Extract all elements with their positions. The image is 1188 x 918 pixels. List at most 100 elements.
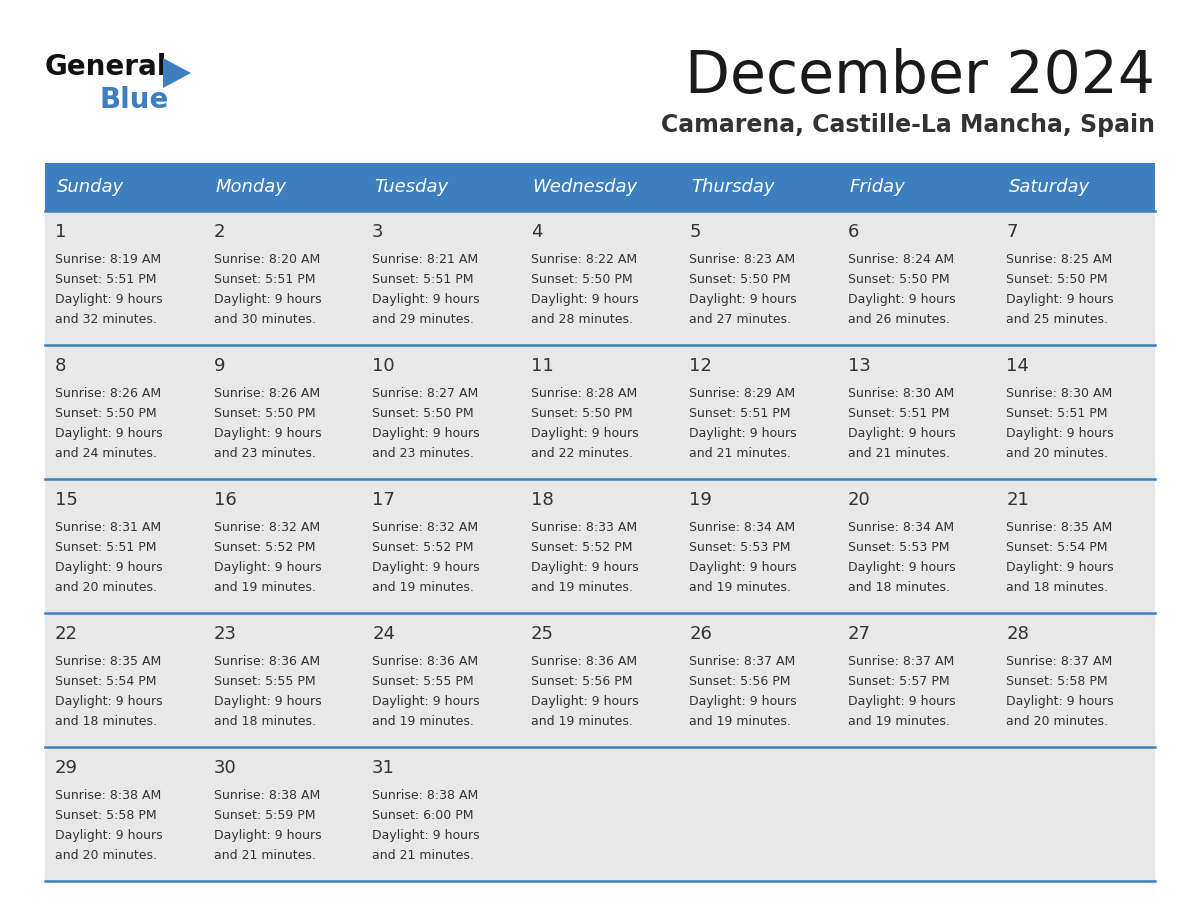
Text: Daylight: 9 hours: Daylight: 9 hours [848,561,955,574]
Text: Sunset: 5:52 PM: Sunset: 5:52 PM [372,541,474,554]
Text: Thursday: Thursday [691,178,775,196]
Text: Sunset: 5:50 PM: Sunset: 5:50 PM [848,273,949,286]
Text: Sunset: 5:52 PM: Sunset: 5:52 PM [214,541,315,554]
Text: Sunrise: 8:31 AM: Sunrise: 8:31 AM [55,521,162,534]
Bar [362,345,520,479]
Text: Sunrise: 8:24 AM: Sunrise: 8:24 AM [848,253,954,266]
Text: Sunrise: 8:27 AM: Sunrise: 8:27 AM [372,387,479,400]
Text: and 18 minutes.: and 18 minutes. [214,715,316,728]
Text: and 19 minutes.: and 19 minutes. [689,715,791,728]
Text: Daylight: 9 hours: Daylight: 9 hours [1006,695,1114,708]
Text: Sunrise: 8:36 AM: Sunrise: 8:36 AM [214,655,320,668]
Text: and 27 minutes.: and 27 minutes. [689,313,791,326]
Bar [203,163,362,211]
Bar [680,345,838,479]
Text: Sunset: 5:51 PM: Sunset: 5:51 PM [214,273,315,286]
Bar [45,747,203,881]
Text: 22: 22 [55,625,78,643]
Text: Daylight: 9 hours: Daylight: 9 hours [848,293,955,306]
Text: and 23 minutes.: and 23 minutes. [214,447,316,460]
Text: Daylight: 9 hours: Daylight: 9 hours [848,427,955,440]
Text: Daylight: 9 hours: Daylight: 9 hours [531,427,638,440]
Bar [203,211,362,345]
Bar [203,345,362,479]
Text: Daylight: 9 hours: Daylight: 9 hours [55,427,163,440]
Text: Saturday: Saturday [1009,178,1089,196]
Text: 8: 8 [55,357,67,375]
Text: Sunset: 5:50 PM: Sunset: 5:50 PM [214,407,315,420]
Text: Sunset: 5:50 PM: Sunset: 5:50 PM [531,273,632,286]
Text: Sunrise: 8:38 AM: Sunrise: 8:38 AM [55,789,162,802]
Text: and 18 minutes.: and 18 minutes. [1006,581,1108,594]
Text: and 20 minutes.: and 20 minutes. [1006,715,1108,728]
Text: and 19 minutes.: and 19 minutes. [531,581,632,594]
Bar [997,613,1155,747]
Text: Daylight: 9 hours: Daylight: 9 hours [848,695,955,708]
Text: Sunrise: 8:38 AM: Sunrise: 8:38 AM [214,789,320,802]
Bar [838,747,997,881]
Bar [362,747,520,881]
Text: Daylight: 9 hours: Daylight: 9 hours [214,695,321,708]
Text: 25: 25 [531,625,554,643]
Bar [838,345,997,479]
Text: and 32 minutes.: and 32 minutes. [55,313,157,326]
Text: 12: 12 [689,357,712,375]
Text: 17: 17 [372,491,396,509]
Text: Sunset: 5:50 PM: Sunset: 5:50 PM [689,273,791,286]
Text: and 19 minutes.: and 19 minutes. [214,581,316,594]
Text: Daylight: 9 hours: Daylight: 9 hours [372,561,480,574]
Text: Daylight: 9 hours: Daylight: 9 hours [55,561,163,574]
Text: 18: 18 [531,491,554,509]
Text: and 21 minutes.: and 21 minutes. [848,447,949,460]
Text: Sunset: 5:50 PM: Sunset: 5:50 PM [531,407,632,420]
Text: December 2024: December 2024 [685,48,1155,105]
Text: Daylight: 9 hours: Daylight: 9 hours [1006,427,1114,440]
Text: 28: 28 [1006,625,1029,643]
Text: 1: 1 [55,223,67,241]
Text: Sunset: 5:54 PM: Sunset: 5:54 PM [55,675,157,688]
Text: Sunset: 5:55 PM: Sunset: 5:55 PM [214,675,315,688]
Bar [680,211,838,345]
Text: and 18 minutes.: and 18 minutes. [55,715,157,728]
Text: Sunrise: 8:19 AM: Sunrise: 8:19 AM [55,253,162,266]
Bar [520,479,680,613]
Bar [45,163,203,211]
Text: Sunset: 5:50 PM: Sunset: 5:50 PM [1006,273,1108,286]
Bar [520,211,680,345]
Text: 2: 2 [214,223,225,241]
Text: 27: 27 [848,625,871,643]
Polygon shape [163,58,191,88]
Text: Sunset: 5:51 PM: Sunset: 5:51 PM [689,407,791,420]
Text: Daylight: 9 hours: Daylight: 9 hours [55,829,163,842]
Text: Sunset: 5:53 PM: Sunset: 5:53 PM [689,541,791,554]
Text: 10: 10 [372,357,394,375]
Text: Sunset: 6:00 PM: Sunset: 6:00 PM [372,809,474,822]
Text: 5: 5 [689,223,701,241]
Text: 21: 21 [1006,491,1029,509]
Text: Tuesday: Tuesday [374,178,448,196]
Bar [45,345,203,479]
Text: Sunrise: 8:23 AM: Sunrise: 8:23 AM [689,253,796,266]
Text: Sunset: 5:52 PM: Sunset: 5:52 PM [531,541,632,554]
Bar [680,163,838,211]
Text: Daylight: 9 hours: Daylight: 9 hours [531,561,638,574]
Bar [45,613,203,747]
Bar [997,163,1155,211]
Text: Sunset: 5:51 PM: Sunset: 5:51 PM [1006,407,1108,420]
Text: Sunrise: 8:30 AM: Sunrise: 8:30 AM [848,387,954,400]
Text: and 19 minutes.: and 19 minutes. [848,715,949,728]
Text: Daylight: 9 hours: Daylight: 9 hours [214,293,321,306]
Bar [838,613,997,747]
Text: 9: 9 [214,357,225,375]
Text: and 22 minutes.: and 22 minutes. [531,447,632,460]
Text: and 21 minutes.: and 21 minutes. [372,849,474,862]
Text: 6: 6 [848,223,859,241]
Text: Sunset: 5:51 PM: Sunset: 5:51 PM [55,541,157,554]
Bar [362,479,520,613]
Text: and 25 minutes.: and 25 minutes. [1006,313,1108,326]
Text: Sunset: 5:50 PM: Sunset: 5:50 PM [55,407,157,420]
Text: 15: 15 [55,491,78,509]
Text: and 19 minutes.: and 19 minutes. [531,715,632,728]
Text: and 26 minutes.: and 26 minutes. [848,313,949,326]
Text: Sunrise: 8:35 AM: Sunrise: 8:35 AM [55,655,162,668]
